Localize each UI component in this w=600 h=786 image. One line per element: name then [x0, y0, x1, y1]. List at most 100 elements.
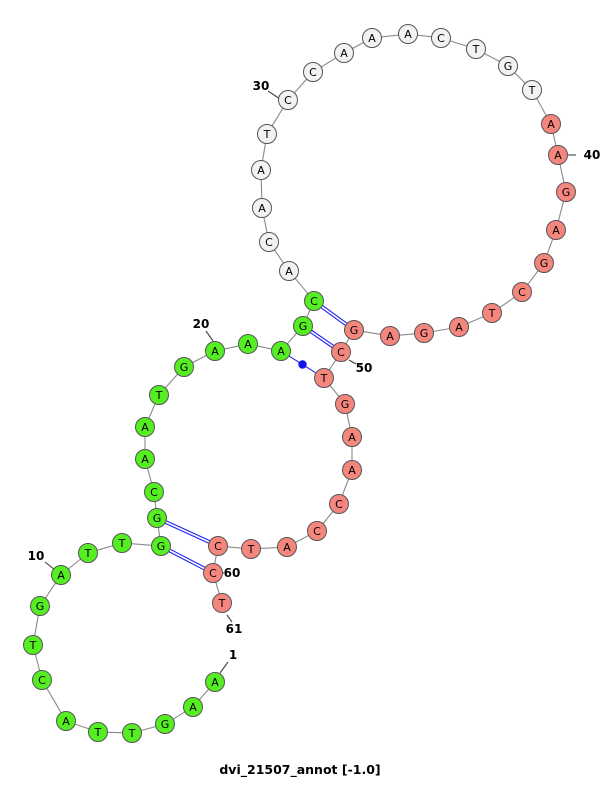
- nucleotide-circle[interactable]: [241, 539, 261, 559]
- nucleotide-node[interactable]: A: [271, 341, 291, 361]
- nucleotide-node[interactable]: A: [380, 326, 400, 346]
- nucleotide-node[interactable]: T: [112, 533, 132, 553]
- nucleotide-node[interactable]: G: [344, 320, 364, 340]
- nucleotide-node[interactable]: C: [278, 90, 298, 110]
- nucleotide-circle[interactable]: [203, 563, 223, 583]
- nucleotide-circle[interactable]: [277, 537, 297, 557]
- nucleotide-node[interactable]: T: [241, 539, 261, 559]
- nucleotide-circle[interactable]: [151, 536, 171, 556]
- nucleotide-circle[interactable]: [252, 198, 272, 218]
- nucleotide-node[interactable]: C: [304, 291, 324, 311]
- nucleotide-node[interactable]: A: [277, 537, 297, 557]
- nucleotide-node[interactable]: A: [51, 565, 71, 585]
- nucleotide-node[interactable]: A: [251, 160, 271, 180]
- nucleotide-node[interactable]: A: [398, 24, 418, 44]
- nucleotide-node[interactable]: A: [342, 460, 362, 480]
- nucleotide-node[interactable]: A: [548, 145, 568, 165]
- nucleotide-circle[interactable]: [414, 323, 434, 343]
- nucleotide-circle[interactable]: [205, 341, 225, 361]
- nucleotide-circle[interactable]: [548, 145, 568, 165]
- nucleotide-circle[interactable]: [556, 182, 576, 202]
- nucleotide-node[interactable]: C: [307, 521, 327, 541]
- nucleotide-node[interactable]: G: [293, 316, 313, 336]
- nucleotide-circle[interactable]: [498, 56, 518, 76]
- nucleotide-node[interactable]: G: [147, 508, 167, 528]
- nucleotide-node[interactable]: A: [279, 261, 299, 281]
- nucleotide-circle[interactable]: [331, 342, 351, 362]
- nucleotide-circle[interactable]: [303, 62, 323, 82]
- nucleotide-node[interactable]: A: [135, 417, 155, 437]
- nucleotide-circle[interactable]: [257, 124, 277, 144]
- nucleotide-node[interactable]: G: [534, 253, 554, 273]
- nucleotide-circle[interactable]: [466, 39, 486, 59]
- nucleotide-circle[interactable]: [307, 521, 327, 541]
- nucleotide-circle[interactable]: [293, 316, 313, 336]
- nucleotide-node[interactable]: A: [183, 697, 203, 717]
- nucleotide-circle[interactable]: [144, 482, 164, 502]
- nucleotide-node[interactable]: G: [498, 56, 518, 76]
- nucleotide-circle[interactable]: [135, 449, 155, 469]
- nucleotide-circle[interactable]: [51, 565, 71, 585]
- nucleotide-node[interactable]: C: [32, 670, 52, 690]
- nucleotide-circle[interactable]: [334, 43, 354, 63]
- nucleotide-circle[interactable]: [534, 253, 554, 273]
- nucleotide-node[interactable]: T: [212, 593, 232, 613]
- nucleotide-circle[interactable]: [335, 394, 355, 414]
- nucleotide-circle[interactable]: [183, 697, 203, 717]
- nucleotide-node[interactable]: A: [546, 220, 566, 240]
- nucleotide-circle[interactable]: [32, 670, 52, 690]
- nucleotide-circle[interactable]: [362, 28, 382, 48]
- nucleotide-node[interactable]: C: [303, 62, 323, 82]
- nucleotide-circle[interactable]: [259, 232, 279, 252]
- nucleotide-node[interactable]: G: [335, 394, 355, 414]
- nucleotide-node[interactable]: G: [414, 323, 434, 343]
- nucleotide-circle[interactable]: [344, 320, 364, 340]
- nucleotide-circle[interactable]: [88, 722, 108, 742]
- nucleotide-node[interactable]: T: [466, 39, 486, 59]
- nucleotide-circle[interactable]: [174, 357, 194, 377]
- nucleotide-circle[interactable]: [546, 220, 566, 240]
- nucleotide-node[interactable]: C: [331, 342, 351, 362]
- nucleotide-circle[interactable]: [449, 317, 469, 337]
- nucleotide-circle[interactable]: [205, 672, 225, 692]
- nucleotide-circle[interactable]: [23, 635, 43, 655]
- nucleotide-node[interactable]: C: [329, 494, 349, 514]
- nucleotide-circle[interactable]: [431, 28, 451, 48]
- nucleotide-circle[interactable]: [135, 417, 155, 437]
- nucleotide-node[interactable]: A: [238, 334, 258, 354]
- nucleotide-node[interactable]: A: [334, 43, 354, 63]
- nucleotide-circle[interactable]: [147, 508, 167, 528]
- nucleotide-circle[interactable]: [112, 533, 132, 553]
- nucleotide-circle[interactable]: [149, 385, 169, 405]
- nucleotide-circle[interactable]: [522, 80, 542, 100]
- nucleotide-circle[interactable]: [304, 291, 324, 311]
- nucleotide-circle[interactable]: [56, 711, 76, 731]
- nucleotide-circle[interactable]: [238, 334, 258, 354]
- nucleotide-node[interactable]: T: [122, 723, 142, 743]
- nucleotide-circle[interactable]: [482, 303, 502, 323]
- nucleotide-node[interactable]: T: [522, 80, 542, 100]
- nucleotide-circle[interactable]: [512, 282, 532, 302]
- nucleotide-circle[interactable]: [342, 460, 362, 480]
- nucleotide-circle[interactable]: [279, 261, 299, 281]
- nucleotide-circle[interactable]: [278, 90, 298, 110]
- nucleotide-node[interactable]: A: [362, 28, 382, 48]
- nucleotide-node[interactable]: T: [149, 385, 169, 405]
- nucleotide-node[interactable]: T: [78, 543, 98, 563]
- nucleotide-node[interactable]: G: [30, 596, 50, 616]
- nucleotide-node[interactable]: G: [155, 714, 175, 734]
- nucleotide-circle[interactable]: [541, 114, 561, 134]
- nucleotide-node[interactable]: A: [205, 672, 225, 692]
- nucleotide-node[interactable]: G: [556, 182, 576, 202]
- nucleotide-circle[interactable]: [155, 714, 175, 734]
- nucleotide-node[interactable]: C: [512, 282, 532, 302]
- nucleotide-node[interactable]: A: [342, 427, 362, 447]
- nucleotide-node[interactable]: C: [208, 536, 228, 556]
- nucleotide-node[interactable]: A: [252, 198, 272, 218]
- nucleotide-node[interactable]: G: [151, 536, 171, 556]
- nucleotide-node[interactable]: C: [144, 482, 164, 502]
- nucleotide-node[interactable]: G: [174, 357, 194, 377]
- nucleotide-node[interactable]: A: [541, 114, 561, 134]
- nucleotide-node[interactable]: C: [203, 563, 223, 583]
- nucleotide-node[interactable]: T: [257, 124, 277, 144]
